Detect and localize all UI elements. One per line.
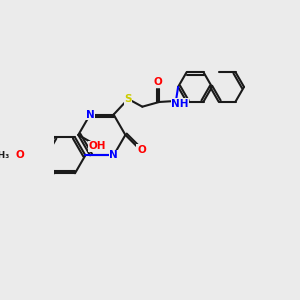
Text: OH: OH [88, 141, 106, 151]
Text: S: S [124, 94, 132, 104]
Text: CH₃: CH₃ [0, 151, 10, 160]
Text: O: O [153, 77, 162, 87]
Text: N: N [109, 150, 118, 160]
Text: O: O [15, 150, 24, 160]
Text: O: O [137, 145, 146, 155]
Text: NH: NH [171, 99, 189, 109]
Text: N: N [86, 110, 94, 120]
Text: N: N [109, 150, 118, 160]
